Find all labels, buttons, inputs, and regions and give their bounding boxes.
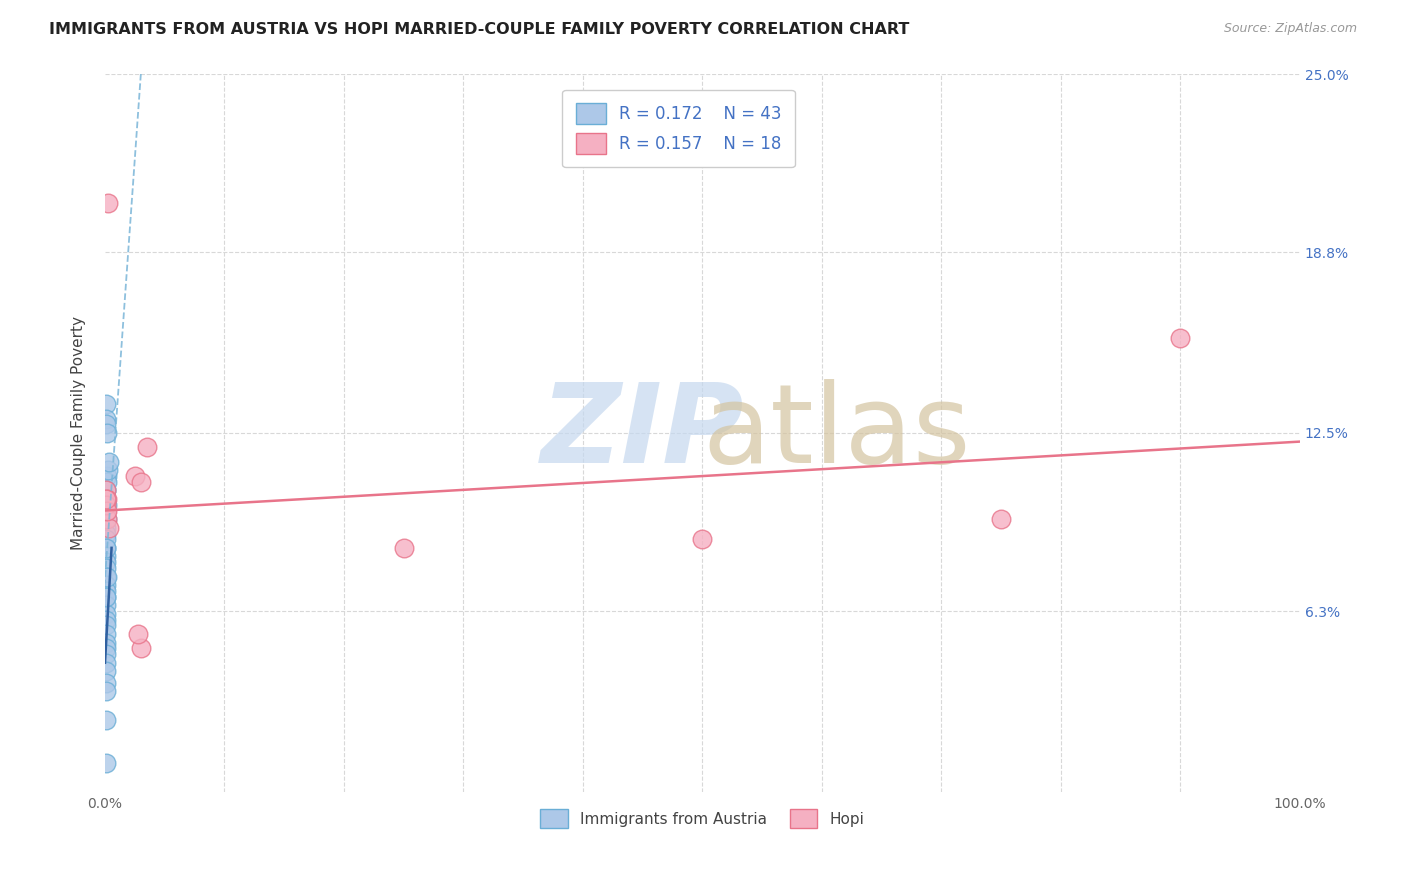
Text: Source: ZipAtlas.com: Source: ZipAtlas.com xyxy=(1223,22,1357,36)
Point xyxy=(94,578,117,592)
Point xyxy=(94,590,117,604)
Point xyxy=(94,411,117,425)
Point xyxy=(96,555,118,569)
Point xyxy=(96,607,118,621)
Point xyxy=(129,475,152,489)
Point xyxy=(96,503,118,517)
Point xyxy=(96,583,118,598)
Point xyxy=(96,498,118,512)
Legend: Immigrants from Austria, Hopi: Immigrants from Austria, Hopi xyxy=(534,803,870,835)
Point xyxy=(94,533,117,547)
Point xyxy=(96,512,118,526)
Point xyxy=(96,491,118,506)
Point xyxy=(94,665,117,679)
Point xyxy=(96,647,118,661)
Point xyxy=(94,491,117,506)
Point xyxy=(94,613,117,627)
Text: ZIP: ZIP xyxy=(541,379,745,486)
Point xyxy=(94,676,117,690)
Point xyxy=(692,533,714,547)
Point xyxy=(96,483,118,498)
Text: IMMIGRANTS FROM AUSTRIA VS HOPI MARRIED-COUPLE FAMILY POVERTY CORRELATION CHART: IMMIGRANTS FROM AUSTRIA VS HOPI MARRIED-… xyxy=(49,22,910,37)
Point xyxy=(94,684,117,698)
Point xyxy=(94,599,117,613)
Point xyxy=(96,512,118,526)
Point xyxy=(96,503,118,517)
Point xyxy=(94,526,117,541)
Point xyxy=(124,469,146,483)
Point xyxy=(96,656,118,670)
Point xyxy=(94,641,117,656)
Point xyxy=(94,627,117,641)
Point xyxy=(94,590,117,604)
Point xyxy=(96,521,118,535)
Point xyxy=(392,541,415,555)
Point xyxy=(129,641,152,656)
Point xyxy=(94,483,117,498)
Point xyxy=(94,397,117,411)
Point xyxy=(97,463,120,477)
Point xyxy=(94,491,117,506)
Point xyxy=(97,455,120,469)
Point xyxy=(96,561,118,575)
Point xyxy=(127,627,149,641)
Point xyxy=(96,756,118,771)
Point xyxy=(97,196,120,211)
Point xyxy=(94,549,117,564)
Point xyxy=(990,512,1012,526)
Point xyxy=(96,541,118,555)
Point xyxy=(94,569,117,583)
Text: atlas: atlas xyxy=(703,379,972,486)
Point xyxy=(94,713,117,727)
Point xyxy=(96,469,118,483)
Y-axis label: Married-Couple Family Poverty: Married-Couple Family Poverty xyxy=(72,316,86,550)
Point xyxy=(1170,331,1192,345)
Point xyxy=(96,618,118,632)
Point xyxy=(135,441,157,455)
Point xyxy=(96,425,118,440)
Point xyxy=(94,483,117,498)
Point xyxy=(96,569,118,583)
Point xyxy=(96,503,118,517)
Point xyxy=(96,498,118,512)
Point xyxy=(97,521,120,535)
Point xyxy=(94,503,117,517)
Point xyxy=(94,635,117,649)
Point xyxy=(96,475,118,489)
Point xyxy=(96,417,118,432)
Point xyxy=(94,541,117,555)
